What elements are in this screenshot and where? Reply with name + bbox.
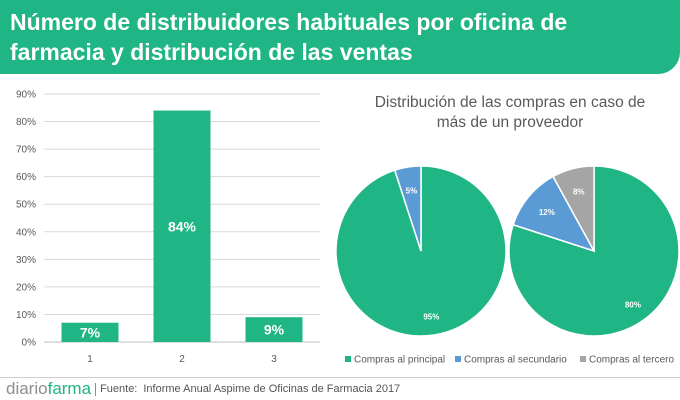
bar — [245, 317, 303, 342]
x-tick-label: 1 — [87, 354, 93, 365]
footer: diario farma Fuente: Informe Anual Aspime… — [6, 379, 401, 398]
pie-chart-title-line-2: más de un proveedor — [437, 114, 583, 131]
footer-separator — [95, 382, 97, 396]
page-title-line-1: Número de distribuidores habituales por … — [10, 9, 568, 35]
bar-data-label: 7% — [80, 324, 101, 340]
legend: Compras al principal Compras al secundari… — [345, 355, 674, 366]
y-tick-label: 30% — [16, 255, 36, 266]
y-tick-label: 70% — [16, 145, 36, 156]
y-tick-label: 40% — [16, 227, 36, 238]
y-tick-label: 20% — [16, 282, 36, 293]
x-tick-label: 2 — [179, 354, 185, 365]
y-tick-label: 90% — [16, 90, 36, 101]
source-text: Informe Anual Aspime de Oficinas de Farm… — [143, 383, 401, 395]
pie-data-label: 95% — [423, 312, 439, 321]
bar-data-label: 9% — [264, 322, 285, 338]
pie-data-label: 80% — [625, 301, 641, 310]
pie-chart-title-line-1: Distribución de las compras en caso de — [375, 94, 646, 111]
legend-label: Compras al secundario — [464, 355, 567, 366]
y-tick-label: 50% — [16, 200, 36, 211]
pie-slice — [552, 165, 595, 252]
pie-chart: Distribución de las compras en caso de m… — [335, 94, 680, 366]
charts-svg: 0%10%20%30%40%50%60%70%80%90%7%184%29%3 … — [16, 90, 680, 366]
bar-data-label: 84% — [168, 218, 197, 234]
pie-data-label: 12% — [539, 208, 555, 217]
bar-chart: 0% 10% 20% 30% 40% 50% 60% 70% 80% 90% 7% 1 84% 2 9% 3 — [16, 90, 320, 365]
pie-slice — [512, 175, 596, 253]
legend-swatch — [345, 356, 351, 362]
pie-data-label: 8% — [573, 188, 585, 197]
pie-slice — [393, 165, 422, 252]
footer-divider — [0, 377, 680, 378]
logo-farma: farma — [47, 379, 92, 398]
y-tick-label: 0% — [22, 338, 37, 349]
pies: 95% 5% 80% 12% 8% — [335, 165, 680, 337]
logo-diario: diario — [6, 379, 48, 398]
bar — [153, 110, 211, 343]
legend-label: Compras al tercero — [589, 355, 674, 366]
bar — [61, 322, 119, 342]
y-tick-label: 60% — [16, 172, 36, 183]
y-tick-label: 10% — [16, 310, 36, 321]
legend-swatch — [580, 356, 586, 362]
source-label: Fuente: — [100, 383, 138, 395]
header-banner: Número de distribuidores habituales por … — [0, 0, 680, 74]
x-tick-label: 3 — [271, 354, 277, 365]
legend-swatch — [455, 356, 461, 362]
y-tick-label: 80% — [16, 117, 36, 128]
page-title-line-2: farmacia y distribución de las ventas — [10, 39, 413, 65]
legend-label: Compras al principal — [354, 355, 445, 366]
pie-data-label: 5% — [406, 187, 418, 196]
charts-area: 0% 10% 20% 30% 40% 50% 60% 70% 80% 90% 7% 1 84% 2 9% 3 … — [0, 74, 680, 374]
